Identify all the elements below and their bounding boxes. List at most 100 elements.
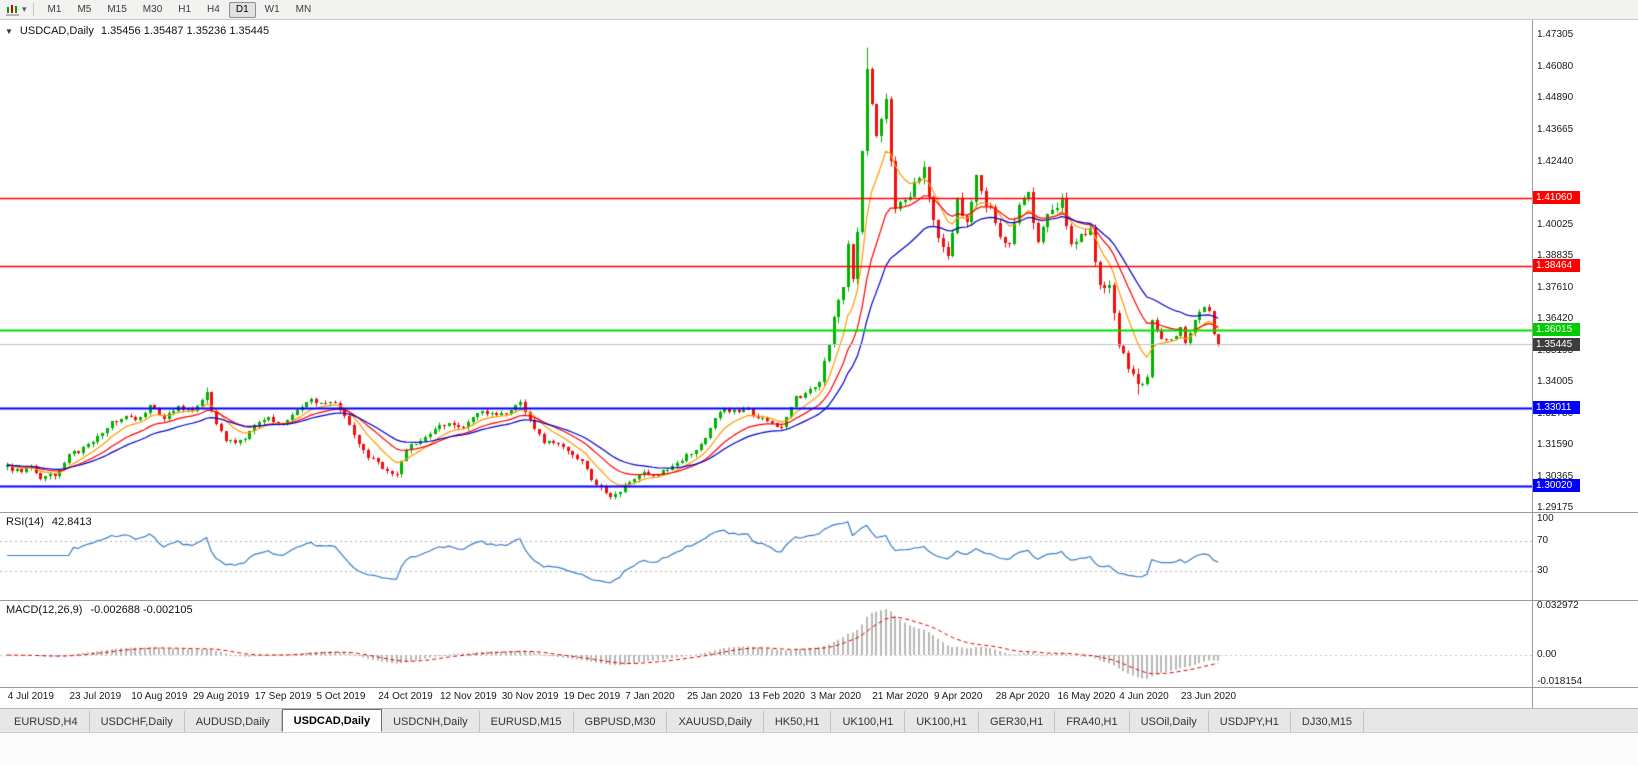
chart-tab-fra40-h1[interactable]: FRA40,H1 (1055, 711, 1130, 732)
timeframe-button-mn[interactable]: MN (295, 3, 312, 15)
macd-canvas[interactable] (0, 601, 1532, 687)
chart-tab-usdchf-daily[interactable]: USDCHF,Daily (90, 711, 185, 732)
toolbar-separator (32, 3, 34, 16)
date-label: 3 Mar 2020 (810, 691, 862, 702)
date-label: 17 Sep 2019 (254, 691, 312, 702)
rsi-label: RSI(14) (6, 516, 44, 528)
price-tick-label: 1.34005 (1537, 375, 1574, 387)
timeframe-button-m15[interactable]: M15 (107, 3, 127, 15)
macd-panel: MACD(12,26,9) -0.002688 -0.002105 0.0329… (0, 600, 1638, 687)
price-axis-border (1532, 20, 1533, 512)
chart-tab-eurusd-h4[interactable]: EURUSD,H4 (3, 711, 90, 732)
date-label: 4 Jun 2020 (1119, 691, 1169, 702)
date-label: 10 Aug 2019 (131, 691, 188, 702)
price-tick-label: 1.46080 (1537, 60, 1574, 72)
timeframe-button-m30[interactable]: M30 (142, 3, 163, 15)
chart-tab-audusd-daily[interactable]: AUDUSD,Daily (185, 711, 282, 732)
price-tick-label: 1.36420 (1537, 312, 1574, 324)
rsi-panel: RSI(14) 42.8413 100 70 30 (0, 512, 1638, 600)
time-axis: 4 Jul 2019 23 Jul 2019 10 Aug 2019 29 Aug 2… (0, 687, 1638, 708)
date-label: 25 Jan 2020 (687, 691, 743, 702)
main-chart-panel: ▼ USDCAD,Daily 1.35456 1.35487 1.35236 1… (0, 20, 1638, 512)
chart-tab-hk50-h1[interactable]: HK50,H1 (764, 711, 832, 732)
rsi-level-label: 100 (1537, 513, 1554, 524)
date-label: 5 Oct 2019 (316, 691, 366, 702)
date-label: 21 Mar 2020 (872, 691, 929, 702)
macd-label: MACD(12,26,9) (6, 604, 83, 616)
chart-tab-uk100-h1[interactable]: UK100,H1 (831, 711, 906, 732)
time-axis-border (1532, 688, 1533, 708)
chart-tab-gbpusd-m30[interactable]: GBPUSD,M30 (574, 711, 668, 732)
timeframe-toolbar: ▾ M1 M5 M15 M30 H1 H4 D1 W1 MN (0, 0, 1638, 20)
price-tick-label: 1.42440 (1537, 155, 1574, 167)
rsi-axis-border (1532, 513, 1533, 600)
date-label: 4 Jul 2019 (7, 691, 54, 702)
rsi-level-label: 30 (1537, 564, 1549, 576)
chart-tab-dj30-m15[interactable]: DJ30,M15 (1291, 711, 1365, 732)
macd-header: MACD(12,26,9) -0.002688 -0.002105 (6, 604, 193, 616)
price-tick-label: 1.44890 (1537, 92, 1574, 103)
date-label: 19 Dec 2019 (563, 691, 621, 702)
chart-tabs-bar: EURUSD,H4 USDCHF,Daily AUDUSD,Daily USDCAD,… (0, 708, 1638, 732)
date-label: 28 Apr 2020 (995, 691, 1050, 702)
chart-tab-uk100-h1[interactable]: UK100,H1 (905, 711, 979, 732)
status-bar (0, 732, 1638, 766)
price-tick-label: 1.29175 (1537, 501, 1574, 512)
chart-header: ▼ USDCAD,Daily 1.35456 1.35487 1.35236 1… (5, 25, 269, 37)
price-tick-label: 1.31590 (1537, 438, 1574, 450)
rsi-header: RSI(14) 42.8413 (6, 516, 92, 528)
date-label: 23 Jul 2019 (69, 691, 122, 702)
chart-tab-xauusd-daily[interactable]: XAUUSD,Daily (667, 711, 764, 732)
price-line-badge: 1.41060 (1533, 191, 1580, 205)
macd-value: -0.002688 -0.002105 (90, 604, 193, 616)
timeframe-button-m5[interactable]: M5 (77, 3, 92, 15)
price-tick-label: 1.40025 (1537, 218, 1574, 230)
price-tick-label: 1.47305 (1537, 29, 1574, 40)
timeframe-button-m1[interactable]: M1 (47, 3, 62, 15)
macd-axis-label: 0.032972 (1537, 600, 1579, 611)
price-line-badge: 1.36015 (1533, 323, 1580, 337)
macd-axis-label: -0.018154 (1537, 676, 1583, 687)
chart-tab-usdcnh-daily[interactable]: USDCNH,Daily (382, 711, 480, 732)
date-label: 7 Jan 2020 (625, 691, 675, 702)
macd-axis-label: 0.00 (1537, 649, 1557, 660)
timeframe-button-w1[interactable]: W1 (264, 3, 280, 15)
date-label: 30 Nov 2019 (501, 691, 559, 702)
timeframe-button-h1[interactable]: H1 (178, 3, 192, 15)
timeframe-button-h4[interactable]: H4 (207, 3, 220, 15)
price-line-badge: 1.33011 (1533, 401, 1580, 415)
date-label: 16 May 2020 (1057, 691, 1116, 702)
price-line-badge: 1.35445 (1533, 337, 1580, 351)
chart-symbol-label: USDCAD,Daily (19, 25, 94, 37)
price-tick-label: 1.38835 (1537, 249, 1574, 261)
chart-type-icon[interactable] (5, 3, 20, 16)
chart-tab-usoil-daily[interactable]: USOil,Daily (1130, 711, 1209, 732)
chart-tab-usdjpy-h1[interactable]: USDJPY,H1 (1209, 711, 1291, 732)
date-label: 13 Feb 2020 (748, 691, 805, 702)
rsi-value: 42.8413 (51, 516, 92, 528)
chart-tab-ger30-h1[interactable]: GER30,H1 (979, 711, 1056, 732)
date-label: 9 Apr 2020 (934, 691, 983, 702)
chart-tab-usdcad-daily[interactable]: USDCAD,Daily (281, 709, 383, 732)
rsi-level-label: 70 (1537, 534, 1549, 546)
price-tick-label: 1.32780 (1537, 407, 1574, 419)
chart-ohlc-values: 1.35456 1.35487 1.35236 1.35445 (100, 25, 270, 37)
timeframe-buttons: M1 M5 M15 M30 H1 H4 D1 W1 MN (40, 1, 320, 18)
date-label: 24 Oct 2019 (378, 691, 433, 702)
price-tick-label: 1.30365 (1537, 470, 1574, 482)
price-tick-label: 1.43665 (1537, 123, 1574, 135)
price-line-badge: 1.30020 (1533, 479, 1580, 493)
rsi-canvas[interactable] (0, 513, 1532, 600)
main-chart-canvas[interactable] (0, 20, 1532, 512)
date-label: 23 Jun 2020 (1181, 691, 1237, 702)
chart-tab-eurusd-m15[interactable]: EURUSD,M15 (480, 711, 574, 732)
macd-axis-border (1532, 601, 1533, 687)
price-tick-label: 1.35195 (1537, 344, 1574, 356)
price-tick-label: 1.37610 (1537, 281, 1574, 293)
date-label: 12 Nov 2019 (440, 691, 497, 702)
price-line-badge: 1.38464 (1533, 259, 1580, 273)
timeframe-button-d1[interactable]: D1 (228, 1, 256, 18)
chevron-down-icon[interactable]: ▾ (22, 4, 27, 14)
one-click-trading-icon[interactable]: ▼ (5, 26, 13, 36)
